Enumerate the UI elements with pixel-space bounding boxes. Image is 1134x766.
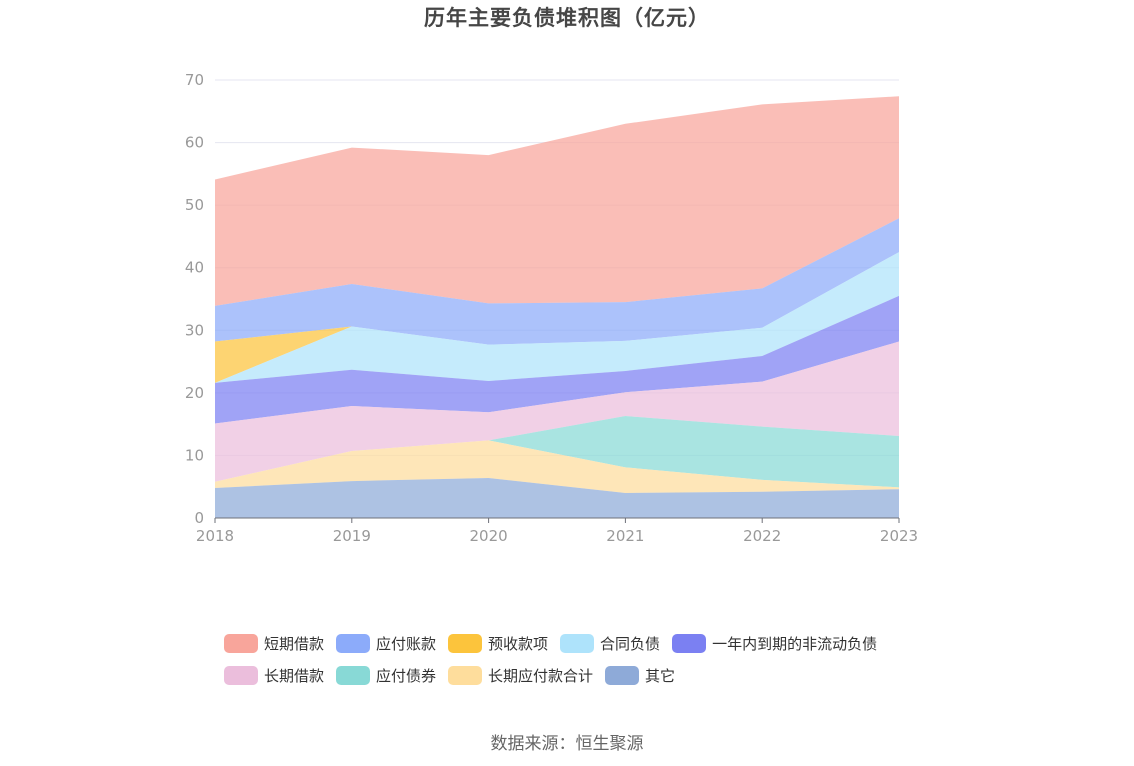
legend-swatch [560, 633, 595, 653]
legend-swatch [448, 633, 483, 653]
area-4[interactable] [215, 252, 899, 383]
legend-swatch [448, 665, 483, 685]
area-9[interactable] [215, 477, 899, 518]
legend-row: 长期借款 应付债券 长期应付款合计 其它 [224, 664, 944, 686]
legend-label: 长期借款 [264, 666, 325, 685]
legend-item[interactable]: 长期应付款合计 [448, 665, 593, 686]
legend-item[interactable]: 应付账款 [336, 633, 436, 654]
axes: 0 10 20 30 40 50 60 70 2018 2019 2020 2021 2022 2023 [185, 71, 918, 545]
legend-label: 一年内到期的非流动负债 [712, 634, 878, 653]
y-tick-label: 50 [185, 196, 204, 214]
y-tick-label: 60 [185, 134, 204, 152]
legend-item[interactable]: 短期借款 [224, 633, 324, 654]
y-tick-label: 70 [185, 71, 204, 89]
legend-swatch [224, 633, 258, 653]
legend-item[interactable]: 长期借款 [224, 665, 324, 686]
area-5[interactable] [215, 295, 899, 424]
legend-label: 预收款项 [488, 634, 549, 653]
x-tick-label: 2021 [606, 527, 644, 545]
legend-label: 合同负债 [600, 634, 661, 653]
y-tick-label: 30 [185, 321, 204, 339]
legend-label: 应付账款 [376, 634, 437, 653]
y-tick-label: 40 [185, 259, 204, 277]
area-2[interactable] [215, 218, 899, 345]
legend-swatch [336, 633, 371, 653]
legend-label: 短期借款 [264, 634, 325, 653]
x-tick-label: 2022 [743, 527, 781, 545]
source-note: 数据来源：恒生聚源 [490, 734, 644, 754]
legend-label: 其它 [645, 666, 676, 685]
legend: 短期借款 应付账款 预收款项 合同负债 一年内到期的非流动负债 长期借款 应付债券 长期应付… [224, 632, 944, 696]
y-tick-label: 20 [185, 384, 204, 402]
legend-item[interactable]: 应付债券 [336, 665, 436, 686]
x-tick-label: 2019 [333, 527, 371, 545]
y-tick-label: 0 [194, 509, 204, 527]
chart-title: 历年主要负债堆积图（亿元） [424, 6, 710, 30]
area-8[interactable] [215, 440, 899, 493]
area-7[interactable] [215, 416, 899, 488]
legend-item[interactable]: 预收款项 [448, 633, 548, 654]
legend-label: 应付债券 [376, 666, 437, 685]
area-1[interactable] [215, 96, 899, 306]
legend-item[interactable]: 一年内到期的非流动负债 [672, 633, 877, 654]
x-tick-label: 2020 [470, 527, 508, 545]
legend-item[interactable]: 合同负债 [560, 633, 660, 654]
x-tick-label: 2018 [196, 527, 234, 545]
legend-swatch [224, 665, 258, 685]
x-tick-label: 2023 [880, 527, 918, 545]
legend-swatch [605, 665, 640, 685]
area-series [215, 96, 899, 518]
legend-swatch [336, 665, 371, 685]
y-tick-label: 10 [185, 446, 204, 464]
legend-item[interactable]: 其它 [605, 665, 675, 686]
area-6[interactable] [215, 341, 899, 482]
legend-row: 短期借款 应付账款 预收款项 合同负债 一年内到期的非流动负债 [224, 632, 944, 654]
legend-label: 长期应付款合计 [488, 666, 594, 685]
legend-swatch [672, 633, 707, 653]
